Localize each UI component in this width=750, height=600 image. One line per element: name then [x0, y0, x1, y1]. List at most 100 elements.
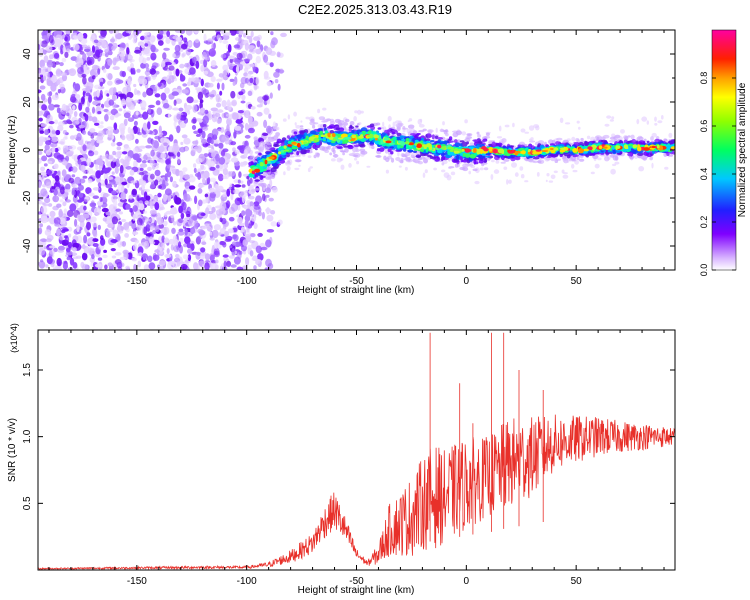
- noise-blob: [249, 77, 254, 84]
- noise-blob: [68, 177, 75, 184]
- halo-blob: [354, 110, 358, 114]
- noise-blob: [149, 201, 154, 210]
- noise-blob: [86, 157, 92, 167]
- noise-blob: [53, 188, 58, 196]
- noise-blob: [178, 218, 184, 224]
- ridge-blob: [408, 149, 414, 152]
- noise-blob: [184, 62, 190, 68]
- noise-blob: [110, 108, 118, 116]
- noise-blob: [186, 96, 194, 104]
- noise-blob: [215, 30, 221, 34]
- noise-blob: [76, 132, 82, 141]
- noise-blob: [227, 55, 236, 60]
- noise-blob: [172, 107, 180, 111]
- ridge-blob: [646, 140, 650, 144]
- noise-blob: [271, 37, 278, 46]
- noise-blob: [39, 259, 44, 263]
- noise-blob: [93, 150, 99, 156]
- noise-blob: [132, 231, 139, 236]
- noise-blob: [48, 203, 53, 207]
- noise-blob: [92, 75, 96, 80]
- noise-blob: [134, 88, 138, 96]
- noise-blob: [40, 215, 49, 224]
- noise-blob: [119, 256, 127, 260]
- ridge-blob: [319, 146, 326, 151]
- ridge-blob: [632, 149, 637, 153]
- noise-blob: [229, 30, 237, 36]
- noise-blob: [216, 118, 222, 124]
- noise-blob: [262, 132, 269, 136]
- halo-blob: [520, 128, 526, 133]
- ridge-blob: [299, 125, 304, 128]
- halo-blob: [514, 172, 519, 177]
- halo-blob: [282, 118, 287, 122]
- noise-blob: [268, 197, 274, 202]
- noise-blob: [77, 67, 85, 75]
- noise-blob: [76, 146, 83, 151]
- noise-blob: [49, 245, 56, 249]
- ridge-blob: [375, 155, 381, 158]
- halo-blob: [572, 169, 578, 173]
- ridge-blob: [389, 146, 395, 149]
- noise-blob: [204, 56, 210, 61]
- noise-blob: [111, 255, 117, 259]
- noise-blob: [247, 90, 253, 97]
- noise-blob: [191, 125, 197, 130]
- noise-blob: [154, 225, 160, 233]
- noise-blob: [91, 116, 98, 123]
- noise-blob: [204, 109, 209, 115]
- noise-blob: [270, 221, 277, 227]
- halo-blob: [422, 172, 426, 178]
- noise-blob: [224, 128, 231, 136]
- noise-blob: [204, 262, 210, 270]
- noise-blob: [55, 68, 62, 77]
- noise-blob: [193, 262, 199, 270]
- noise-blob: [166, 248, 170, 255]
- halo-blob: [360, 110, 364, 114]
- halo-blob: [536, 172, 540, 177]
- noise-blob: [145, 233, 152, 237]
- noise-blob: [222, 168, 228, 176]
- ridge-blob: [324, 149, 330, 153]
- noise-blob: [264, 267, 269, 270]
- noise-blob: [265, 239, 272, 248]
- noise-blob: [44, 197, 51, 204]
- noise-blob: [94, 263, 103, 268]
- noise-blob: [154, 202, 160, 211]
- ridge-blob: [441, 162, 445, 166]
- halo-blob: [353, 116, 357, 122]
- noise-blob: [200, 78, 204, 87]
- halo-blob: [535, 125, 540, 131]
- halo-blob: [442, 121, 445, 126]
- ridge-blob: [563, 158, 569, 164]
- noise-blob: [54, 147, 59, 153]
- noise-blob: [126, 85, 131, 94]
- noise-blob: [178, 107, 184, 112]
- noise-blob: [91, 64, 99, 71]
- noise-blob: [277, 219, 283, 225]
- noise-blob: [48, 35, 54, 44]
- noise-blob: [150, 44, 156, 53]
- noise-blob: [187, 81, 191, 87]
- noise-blob: [57, 124, 64, 132]
- halo-blob: [614, 161, 620, 165]
- noise-blob: [215, 112, 221, 117]
- noise-blob: [164, 188, 172, 196]
- noise-blob: [52, 267, 59, 270]
- noise-blob: [49, 249, 55, 255]
- halo-blob: [298, 164, 301, 167]
- noise-blob: [119, 165, 124, 174]
- noise-blob: [107, 73, 113, 81]
- noise-blob: [181, 209, 188, 213]
- noise-blob: [71, 174, 76, 178]
- noise-blob: [216, 102, 222, 108]
- ridge-blob: [478, 160, 484, 164]
- noise-blob: [128, 221, 133, 227]
- noise-blob: [142, 122, 148, 131]
- halo-blob: [651, 162, 654, 169]
- noise-blob: [143, 226, 148, 235]
- noise-blob: [58, 210, 64, 218]
- halo-blob: [464, 119, 468, 124]
- halo-blob: [461, 131, 467, 136]
